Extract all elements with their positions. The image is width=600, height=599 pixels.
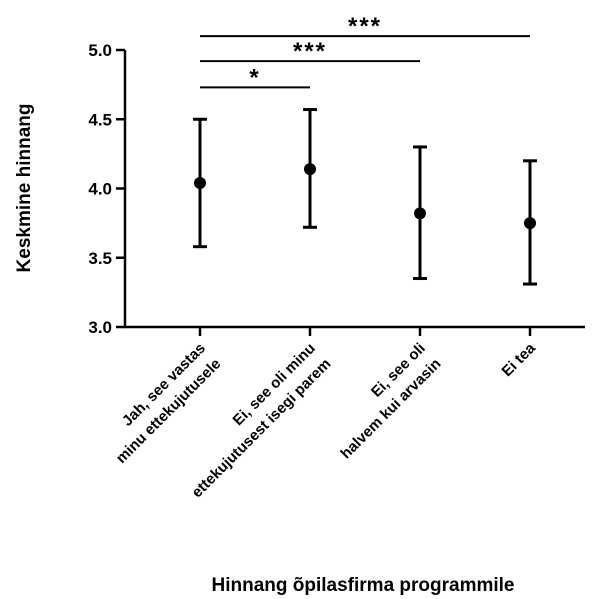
mean-point	[194, 176, 206, 189]
significance-label: ***	[293, 38, 327, 65]
y-axis-title: Keskmine hinnang	[14, 104, 35, 273]
significance-label: ***	[348, 13, 382, 40]
x-axis	[124, 325, 585, 336]
x-axis-title: Hinnang õpilasfirma programmile	[212, 575, 515, 596]
mean-point	[414, 207, 426, 220]
mean-point	[304, 163, 316, 176]
category-label: Ei, see oli minuettekujutusest isegi par…	[173, 340, 334, 501]
category-label: Ei, see olihalvem kui arvasin	[322, 340, 445, 463]
y-tick-label: 5.0	[88, 41, 112, 60]
category-label: Jah, see vastasminu ettekujutusele	[97, 340, 224, 467]
y-tick-label: 4.0	[88, 180, 112, 199]
y-tick-label: 4.5	[88, 110, 112, 129]
y-axis: 3.0 3.5 4.0 4.5 5.0	[88, 41, 127, 337]
y-tick-label: 3.5	[88, 249, 112, 268]
significance-brackets: *******	[200, 13, 530, 91]
mean-points	[194, 163, 536, 230]
category-label: Ei tea	[499, 339, 540, 380]
mean-point	[524, 217, 536, 230]
category-labels: Jah, see vastasminu ettekujutusele Ei, se…	[97, 339, 540, 501]
y-tick-label: 3.0	[88, 318, 112, 337]
error-bars	[193, 108, 537, 286]
category-label-line: Ei tea	[499, 339, 540, 380]
significance-label: *	[249, 64, 260, 91]
